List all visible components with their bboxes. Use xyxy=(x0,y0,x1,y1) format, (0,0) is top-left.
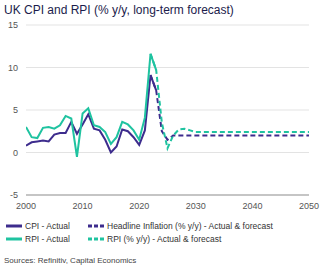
html-text:Sources: Refinitiv, Capital Ec: Sources: Refinitiv, Capital Economics xyxy=(4,256,137,265)
svg-text:2050: 2050 xyxy=(299,201,317,211)
svg-text:5: 5 xyxy=(13,105,18,115)
svg-text:2020: 2020 xyxy=(129,201,149,211)
html-text:Headline Inflation (% y/y) - A: Headline Inflation (% y/y) - Actual & fo… xyxy=(107,221,273,231)
svg-text:-5: -5 xyxy=(10,190,18,200)
svg-text:15: 15 xyxy=(8,20,18,30)
svg-text:2000: 2000 xyxy=(16,201,36,211)
svg-text:2030: 2030 xyxy=(186,201,206,211)
svg-text:2010: 2010 xyxy=(73,201,93,211)
html-text:RPI (% y/y) - Actual & forecas: RPI (% y/y) - Actual & forecast xyxy=(107,234,222,244)
svg-text:10: 10 xyxy=(8,63,18,73)
html-text:UK CPI and RPI (% y/y, long-te: UK CPI and RPI (% y/y, long-term forecas… xyxy=(4,3,234,17)
html-text:RPI - Actual: RPI - Actual xyxy=(25,234,70,244)
svg-text:0: 0 xyxy=(13,148,18,158)
svg-text:2040: 2040 xyxy=(242,201,262,211)
html-text:CPI - Actual: CPI - Actual xyxy=(25,221,70,231)
